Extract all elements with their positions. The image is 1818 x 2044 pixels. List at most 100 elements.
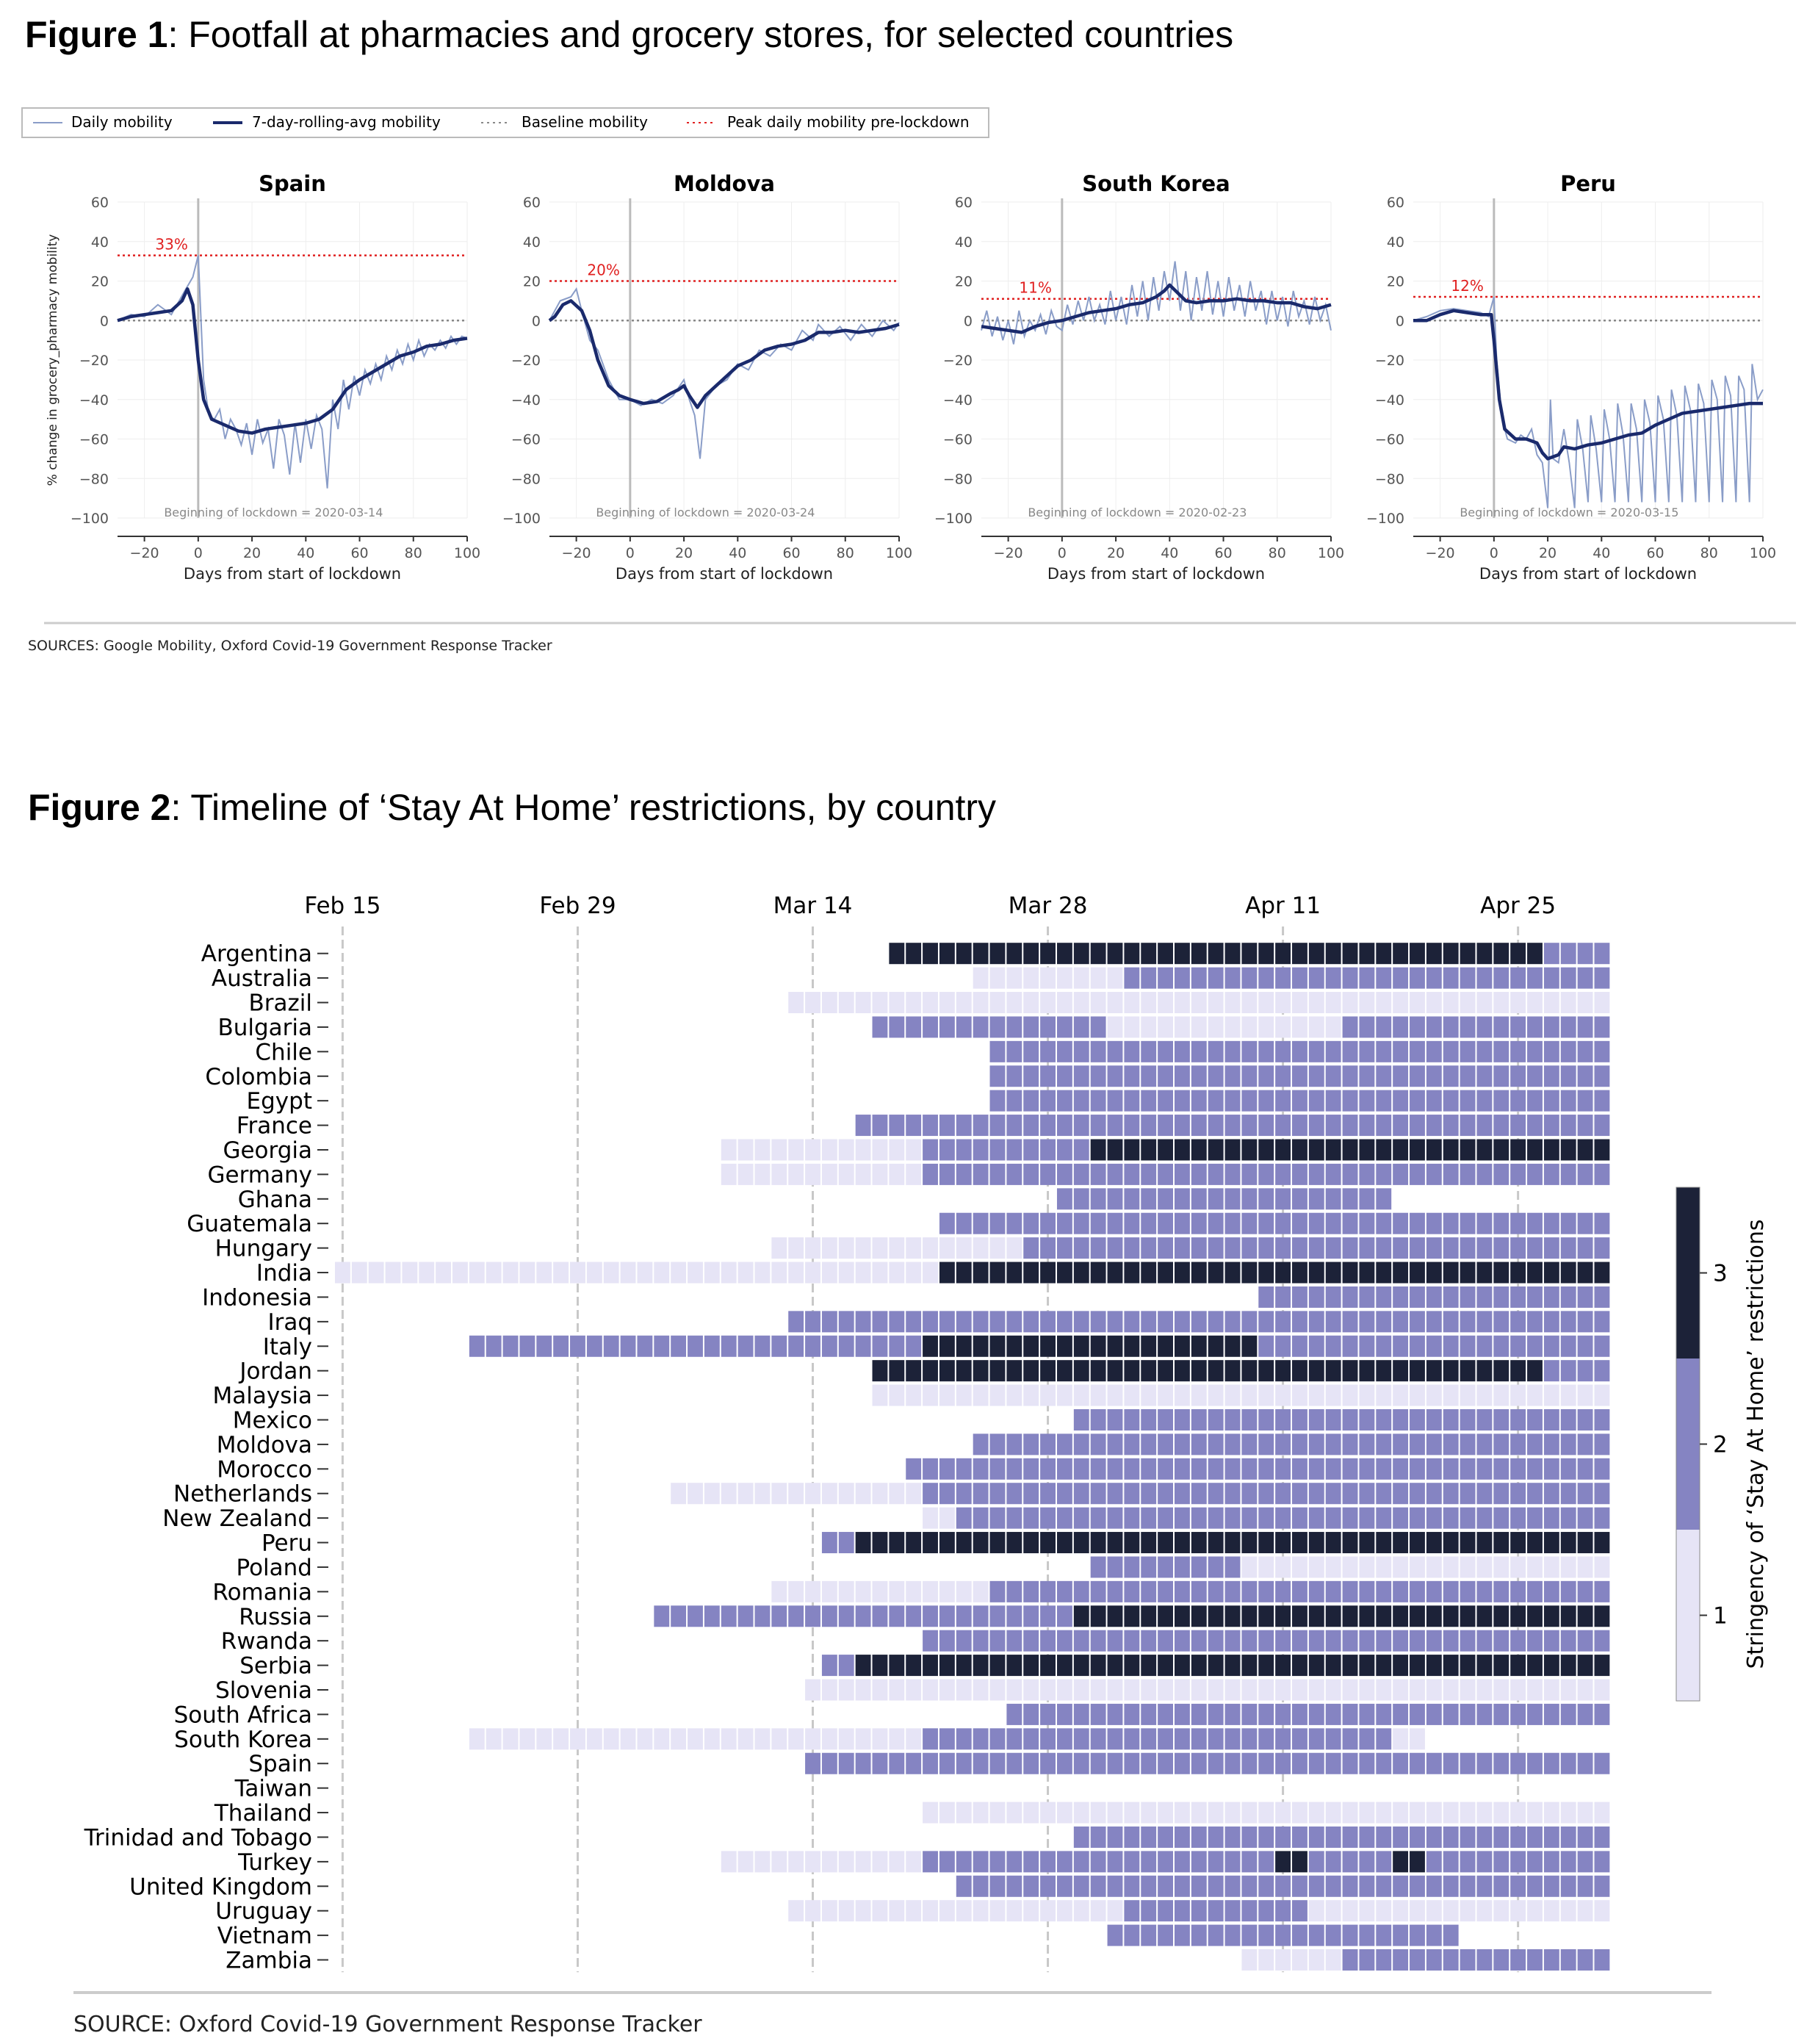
- heatmap-cell: [1443, 1286, 1459, 1308]
- heatmap-cell: [1493, 1212, 1509, 1234]
- heatmap-cell: [1208, 992, 1224, 1014]
- heatmap-cell: [1393, 1679, 1409, 1701]
- heatmap-cell: [889, 1605, 905, 1627]
- heatmap-cell: [1023, 1040, 1039, 1062]
- heatmap-cell: [688, 1262, 703, 1284]
- heatmap-cell: [973, 1507, 989, 1529]
- heatmap-cell: [1258, 992, 1274, 1014]
- heatmap-cell: [1258, 1163, 1274, 1185]
- heatmap-cell: [1023, 1433, 1039, 1455]
- heatmap-cell: [838, 992, 854, 1014]
- heatmap-cell: [1510, 1212, 1526, 1234]
- heatmap-cell: [1543, 1139, 1559, 1161]
- heatmap-cell: [1577, 1851, 1593, 1873]
- heatmap-cell: [1023, 1752, 1039, 1774]
- heatmap-cell: [1393, 992, 1409, 1014]
- heatmap-cell: [620, 1262, 636, 1284]
- heatmap-cell: [1543, 1900, 1559, 1922]
- heatmap-cell: [385, 1262, 401, 1284]
- heatmap-cell: [1527, 1384, 1543, 1406]
- heatmap-cell: [1208, 1507, 1224, 1529]
- heatmap-cell: [1006, 1040, 1022, 1062]
- heatmap-cell: [1325, 1163, 1341, 1185]
- heatmap-cell: [1560, 1532, 1576, 1554]
- heatmap-cell: [1393, 1875, 1409, 1897]
- country-label: Trinidad and Tobago: [84, 1824, 312, 1851]
- heatmap-cell: [1258, 1924, 1274, 1946]
- heatmap-cell: [1258, 1335, 1274, 1357]
- heatmap-cell: [1073, 1139, 1089, 1161]
- heatmap-cell: [1191, 1875, 1207, 1897]
- heatmap-cell: [1325, 1262, 1341, 1284]
- heatmap-cell: [838, 1311, 854, 1333]
- heatmap-cell: [1175, 1851, 1190, 1873]
- heatmap-cell: [1527, 1507, 1543, 1529]
- heatmap-cell: [1275, 1802, 1291, 1824]
- heatmap-cell: [1006, 1139, 1022, 1161]
- heatmap-cell: [1410, 992, 1425, 1014]
- heatmap-cell: [1308, 1408, 1324, 1431]
- heatmap-cell: [1224, 1384, 1241, 1406]
- x-tick-label: −20: [1426, 545, 1455, 561]
- heatmap-cell: [1056, 943, 1072, 965]
- heatmap-cell: [1460, 1360, 1476, 1382]
- heatmap-cell: [1073, 1851, 1089, 1873]
- country-label: Ghana: [238, 1187, 312, 1213]
- heatmap-cell: [1090, 1556, 1106, 1578]
- lockdown-annotation: Beginning of lockdown = 2020-02-23: [1028, 505, 1247, 519]
- heatmap-cell: [1560, 1851, 1576, 1873]
- heatmap-cell: [855, 1655, 871, 1677]
- y-tick-label: −40: [1375, 392, 1404, 409]
- heatmap-cell: [1191, 1360, 1207, 1382]
- heatmap-cell: [1443, 1016, 1459, 1038]
- x-tick-label: 0: [626, 545, 635, 561]
- heatmap-cell: [1410, 1335, 1425, 1357]
- heatmap-cell: [1325, 1360, 1341, 1382]
- heatmap-cell: [1460, 1703, 1476, 1725]
- heatmap-cell: [1560, 1065, 1576, 1087]
- heatmap-cell: [1023, 1580, 1039, 1602]
- heatmap-cell: [1006, 1384, 1022, 1406]
- heatmap-cell: [1141, 1188, 1157, 1210]
- heatmap-cell: [1443, 1507, 1459, 1529]
- heatmap-cell: [1006, 1163, 1022, 1185]
- heatmap-cell: [486, 1262, 502, 1284]
- heatmap-cell: [1275, 1115, 1291, 1137]
- country-label: Argentina: [201, 941, 312, 968]
- heatmap-cell: [1325, 1580, 1341, 1602]
- heatmap-row: [805, 1679, 1610, 1701]
- heatmap-cell: [1056, 967, 1072, 989]
- heatmap-row: [1073, 1826, 1610, 1848]
- heatmap-cell: [1158, 1065, 1173, 1087]
- heatmap-cell: [1191, 1458, 1207, 1480]
- heatmap-cell: [1241, 1507, 1258, 1529]
- heatmap-cell: [1090, 1433, 1106, 1455]
- heatmap-cell: [1158, 1851, 1173, 1873]
- heatmap-cell: [1560, 992, 1576, 1014]
- heatmap-cell: [1543, 1875, 1559, 1897]
- heatmap-cell: [1040, 943, 1056, 965]
- heatmap-cell: [821, 1262, 837, 1284]
- y-tick-label: 0: [532, 313, 541, 329]
- heatmap-cell: [1493, 1703, 1509, 1725]
- heatmap-cell: [1476, 1752, 1493, 1774]
- heatmap-cell: [1275, 1065, 1291, 1087]
- panel-peru: 12%−20 0 20 40 60 80 1006040200−20−40−60−80−10…: [1366, 171, 1776, 583]
- country-label: Russia: [239, 1604, 312, 1630]
- heatmap-cell: [821, 1580, 837, 1602]
- heatmap-cell: [1443, 1360, 1459, 1382]
- heatmap-cell: [1191, 1728, 1207, 1750]
- date-label: Mar 14: [773, 893, 853, 919]
- heatmap-cell: [805, 1139, 820, 1161]
- heatmap-cell: [1342, 1752, 1358, 1774]
- heatmap-cell: [939, 1262, 955, 1284]
- heatmap-cell: [1141, 1752, 1157, 1774]
- heatmap-cell: [805, 1335, 820, 1357]
- heatmap-cell: [939, 1335, 955, 1357]
- heatmap-cell: [1141, 1016, 1157, 1038]
- heatmap-cell: [1510, 1163, 1526, 1185]
- heatmap-cell: [1527, 1212, 1543, 1234]
- heatmap-row: [821, 1655, 1610, 1677]
- heatmap-cell: [1325, 1433, 1341, 1455]
- date-label: Apr 25: [1480, 893, 1556, 919]
